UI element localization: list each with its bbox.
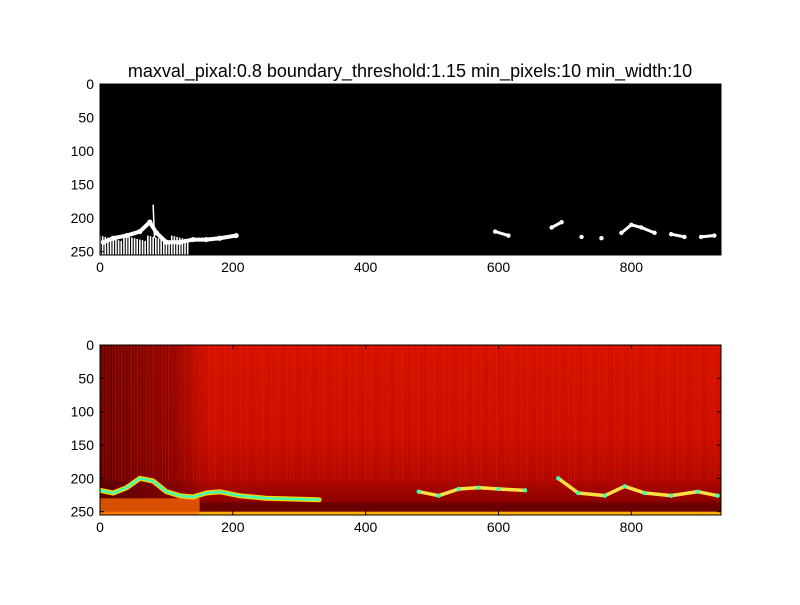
top-axis-ticks: 0 200 400 600 800 0 50 100 150 200 250 [71, 76, 721, 275]
mask-blob [652, 230, 657, 236]
mask-segment [639, 226, 657, 235]
trace-segment [556, 476, 580, 495]
mask-segment [669, 232, 686, 239]
top-chart-title: maxval_pixal:0.8 boundary_threshold:1.15… [128, 61, 692, 82]
bottom-axis-ticks: 0 200 400 600 800 0 50 100 150 200 250 [71, 337, 721, 535]
top-panel: maxval_pixal:0.8 boundary_threshold:1.15… [71, 61, 722, 275]
mask-blob [559, 219, 564, 225]
heatmap-hot-corner [100, 498, 200, 515]
top-y-tick-label: 150 [71, 177, 95, 193]
top-x-tick-label: 600 [487, 259, 511, 275]
trace-point [496, 486, 501, 492]
mask-blob [682, 234, 687, 240]
top-y-tick-label: 0 [86, 76, 94, 92]
bottom-plot-frame [99, 344, 722, 516]
bottom-trace-layer [100, 475, 720, 503]
trace-point [715, 493, 720, 498]
top-x-tick-label: 400 [354, 259, 378, 275]
bottom-y-tick-label: 50 [78, 370, 94, 386]
top-y-tick-label: 50 [78, 110, 94, 126]
trace-point [456, 486, 461, 492]
bottom-x-tick-label: 0 [96, 519, 104, 535]
trace-segment [696, 489, 720, 498]
mask-spike [152, 204, 156, 239]
bottom-panel: 0 200 400 600 800 0 50 100 150 200 250 [71, 337, 722, 535]
mask-blob [506, 233, 511, 238]
bottom-x-tick-label: 800 [620, 519, 644, 535]
trace-segment [669, 489, 700, 498]
trace-segment [417, 489, 441, 498]
trace-point [602, 493, 607, 498]
trace-segment [622, 484, 647, 495]
bottom-y-tick-label: 100 [71, 404, 95, 420]
trace-segment [496, 487, 527, 493]
bottom-dark-region [100, 345, 210, 515]
trace-segment [642, 491, 673, 498]
top-x-tick-label: 0 [96, 259, 104, 275]
mask-segment [493, 230, 510, 238]
bottom-x-tick-label: 400 [354, 519, 378, 535]
top-y-tick-label: 250 [71, 244, 95, 260]
trace-point [668, 493, 674, 498]
bottom-y-tick-label: 200 [71, 470, 95, 486]
mask-blob [712, 233, 717, 238]
bottom-x-tick-label: 600 [487, 519, 511, 535]
bottom-heatmap-texture [100, 345, 721, 515]
bottom-y-tick-label: 250 [71, 504, 95, 520]
trace-segment [603, 484, 627, 498]
trace-point [556, 476, 561, 481]
trace-point [622, 484, 627, 489]
mask-segment [699, 234, 716, 239]
mask-blob [599, 236, 604, 241]
trace-point [695, 489, 700, 494]
top-plot-frame [99, 83, 722, 256]
trace-segment [576, 491, 607, 498]
trace-point [522, 488, 528, 493]
trace-core [100, 476, 321, 501]
heatmap-dark-band [100, 502, 721, 512]
trace-point [576, 490, 581, 496]
top-mask-layer [100, 204, 717, 255]
trace-point [642, 490, 647, 496]
mask-blob [579, 234, 584, 240]
bottom-y-tick-label: 150 [71, 437, 95, 453]
top-y-tick-label: 200 [71, 210, 95, 226]
trace-segment [456, 485, 481, 491]
trace-segment [476, 485, 501, 491]
trace-point [416, 489, 422, 494]
bottom-y-tick-label: 0 [86, 337, 94, 353]
trace-point [436, 493, 441, 498]
top-x-tick-label: 800 [620, 259, 644, 275]
top-y-tick-label: 100 [71, 143, 95, 159]
trace-point [476, 485, 481, 490]
mask-blob [233, 232, 239, 239]
trace-segment [436, 487, 461, 498]
mask-segment [217, 233, 239, 241]
top-x-tick-label: 200 [221, 259, 245, 275]
heatmap-bottom-strip [100, 511, 721, 515]
bottom-x-tick-label: 200 [221, 519, 245, 535]
top-plot-background [100, 84, 721, 255]
